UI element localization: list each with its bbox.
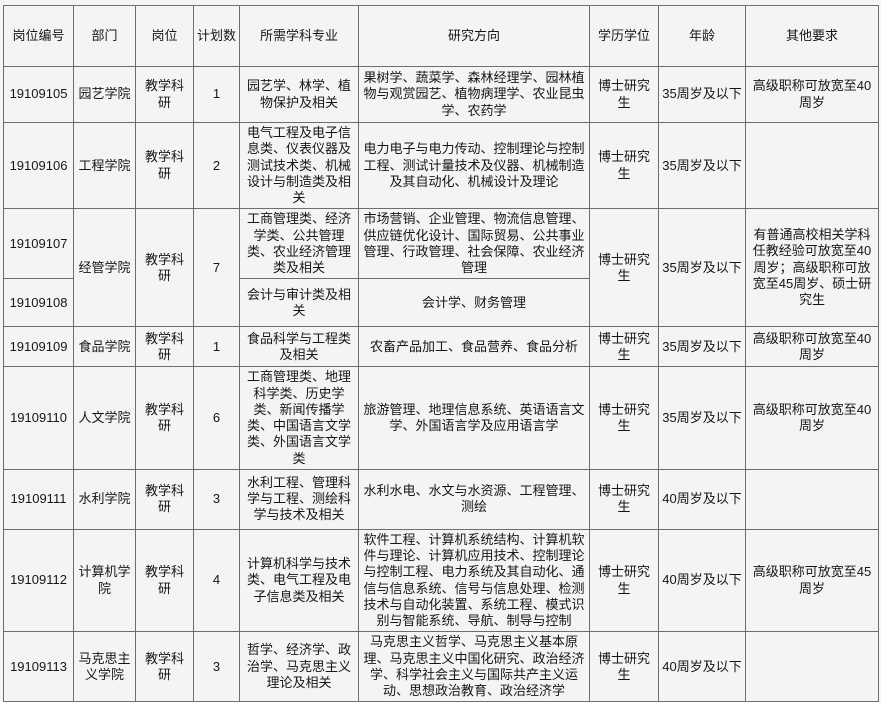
table-row: 19109111 水利学院 教学科研 3 水利工程、管理科学与工程、测绘科学与技… [3,468,879,530]
header-planned-count: 计划数 [193,5,240,67]
header-post: 岗位 [135,5,194,67]
cell-department: 园艺学院 [73,66,136,123]
cell-research-direction: 市场营销、企业管理、物流信息管理、供应链优化设计、国际贸易、公共事业管理、行政管… [358,208,590,280]
header-research-direction: 研究方向 [358,5,590,67]
cell-department: 工程学院 [73,121,136,210]
cell-age: 35周岁及以下 [658,121,746,210]
header-other-requirements: 其他要求 [745,5,879,67]
cell-position-id: 19109112 [3,528,74,633]
cell-required-majors: 工商管理类、经济学类、公共管理类、农业经济管理类及相关 [239,208,359,280]
cell-position-id: 19109105 [3,66,74,123]
cell-post: 教学科研 [135,528,194,633]
cell-age: 35周岁及以下 [658,208,746,328]
cell-research-direction: 会计学、财务管理 [358,278,590,328]
cell-research-direction: 电力电子与电力传动、控制理论与控制工程、测试计量技术及仪器、机械制造及其自动化、… [358,121,590,210]
cell-post: 教学科研 [135,468,194,530]
cell-position-id: 19109111 [3,468,74,530]
cell-required-majors: 工商管理类、地理科学类、历史学类、新闻传播学类、中国语言文学类、外国语言文学类 [239,366,359,470]
cell-department: 计算机学院 [73,528,136,633]
cell-post: 教学科研 [135,366,194,470]
table-row: 19109105 园艺学院 教学科研 1 园艺学、林学、植物保护及相关 果树学、… [3,66,879,123]
table-row: 19109109 食品学院 教学科研 1 食品科学与工程类及相关 农畜产品加工、… [3,326,879,368]
cell-degree: 博士研究生 [589,468,659,530]
cell-department: 人文学院 [73,366,136,470]
cell-required-majors: 食品科学与工程类及相关 [239,326,359,368]
header-required-majors: 所需学科专业 [239,5,359,67]
table-row: 19109106 工程学院 教学科研 2 电气工程及电子信息类、仪表仪器及测试技… [3,121,879,210]
cell-planned-count: 2 [193,121,240,210]
cell-required-majors: 园艺学、林学、植物保护及相关 [239,66,359,123]
cell-required-majors: 计算机科学与技术类、电气工程及电子信息类及相关 [239,528,359,633]
cell-post: 教学科研 [135,326,194,368]
header-degree: 学历学位 [589,5,659,67]
cell-age: 40周岁及以下 [658,528,746,633]
cell-other-requirements: 有普通高校相关学科任教经验可放宽至40周岁；高级职称可放宽至45周岁、硕士研究生 [745,208,879,328]
cell-other-requirements: 高级职称可放宽至45周岁 [745,528,879,633]
table-row: 19109110 人文学院 教学科研 6 工商管理类、地理科学类、历史学类、新闻… [3,366,879,470]
cell-age: 35周岁及以下 [658,366,746,470]
cell-research-direction: 水利水电、水文与水资源、工程管理、测绘 [358,468,590,530]
page: 岗位编号 部门 岗位 计划数 所需学科专业 研究方向 学历学位 年龄 其他要求 … [3,5,879,702]
cell-planned-count: 4 [193,528,240,633]
cell-age: 35周岁及以下 [658,66,746,123]
table-header-row: 岗位编号 部门 岗位 计划数 所需学科专业 研究方向 学历学位 年龄 其他要求 [3,5,879,67]
cell-other-requirements [745,121,879,210]
cell-position-id: 19109110 [3,366,74,470]
header-position-id: 岗位编号 [3,5,74,67]
cell-age: 35周岁及以下 [658,326,746,368]
cell-degree: 博士研究生 [589,66,659,123]
cell-department: 水利学院 [73,468,136,530]
cell-degree: 博士研究生 [589,208,659,328]
cell-planned-count: 6 [193,366,240,470]
cell-degree: 博士研究生 [589,366,659,470]
cell-post: 教学科研 [135,121,194,210]
header-department: 部门 [73,5,136,67]
cell-other-requirements: 高级职称可放宽至40周岁 [745,326,879,368]
cell-planned-count: 1 [193,66,240,123]
cell-planned-count: 3 [193,468,240,530]
cell-position-id: 19109108 [3,278,74,328]
cell-research-direction: 农畜产品加工、食品营养、食品分析 [358,326,590,368]
cell-post: 教学科研 [135,66,194,123]
header-age: 年龄 [658,5,746,67]
cell-research-direction: 旅游管理、地理信息系统、英语语言文学、外国语言学及应用语言学 [358,366,590,470]
table-row: 19109112 计算机学院 教学科研 4 计算机科学与技术类、电气工程及电子信… [3,528,879,633]
cell-required-majors: 电气工程及电子信息类、仪表仪器及测试技术类、机械设计与制造类及相关 [239,121,359,210]
cell-position-id: 19109109 [3,326,74,368]
cell-research-direction: 软件工程、计算机系统结构、计算机软件与理论、计算机应用技术、控制理论与控制工程、… [358,528,590,633]
cell-degree: 博士研究生 [589,528,659,633]
cell-degree: 博士研究生 [589,121,659,210]
cell-other-requirements: 高级职称可放宽至40周岁 [745,66,879,123]
recruitment-table: 岗位编号 部门 岗位 计划数 所需学科专业 研究方向 学历学位 年龄 其他要求 … [3,5,879,702]
cell-post: 教学科研 [135,208,194,328]
cell-position-id: 19109107 [3,208,74,280]
cell-other-requirements: 高级职称可放宽至40周岁 [745,366,879,470]
cell-degree: 博士研究生 [589,326,659,368]
cell-required-majors: 水利工程、管理科学与工程、测绘科学与技术及相关 [239,468,359,530]
cell-other-requirements [745,468,879,530]
cell-department: 经管学院 [73,208,136,328]
cell-research-direction: 果树学、蔬菜学、森林经理学、园林植物与观赏园艺、植物病理学、农业昆虫学、农药学 [358,66,590,123]
cell-position-id: 19109106 [3,121,74,210]
table-row: 19109107 经管学院 教学科研 7 工商管理类、经济学类、公共管理类、农业… [3,208,879,328]
cell-department: 食品学院 [73,326,136,368]
cell-age: 40周岁及以下 [658,468,746,530]
table-row: 19109108 会计与审计类及相关 会计学、财务管理 [3,278,879,328]
cell-planned-count: 1 [193,326,240,368]
cell-required-majors: 会计与审计类及相关 [239,278,359,328]
cell-planned-count: 7 [193,208,240,328]
